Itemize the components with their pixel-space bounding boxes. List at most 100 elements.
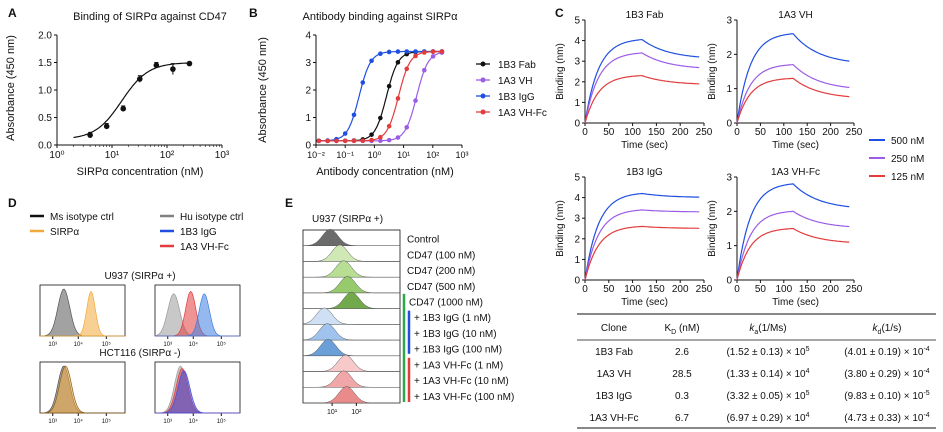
- panel-b-point: [378, 51, 383, 56]
- panel-c-ytick-label: 4: [574, 36, 580, 47]
- panel-b-point: [325, 138, 330, 144]
- panel-b-point: [404, 125, 410, 130]
- panel-a-xtick-label: 10²: [160, 150, 175, 161]
- panel-c-sensorgram: [584, 225, 700, 281]
- panel-c-legend: 500 nM 250 nM 125 nM: [869, 136, 924, 183]
- panel-b-curve: [318, 52, 442, 142]
- panel-e-row-label: + 1B3 IgG (10 nM): [414, 329, 497, 340]
- table-cell-clone: 1A3 VH-Fc: [590, 413, 639, 424]
- panel-c-xtick-label: 250: [846, 127, 863, 138]
- panel-c-xtick-label: 0: [582, 127, 588, 138]
- table-header-cell: KD (nM): [664, 323, 699, 336]
- panel-b-ytick-label: 0: [305, 141, 311, 152]
- panel-e-title: U937 (SIRPα +): [312, 214, 383, 225]
- panel-b-ytick-label: 4: [305, 31, 311, 42]
- panel-c-sensorgram: [736, 210, 850, 281]
- panel-e-histogram: [302, 244, 401, 262]
- table-cell-kd-rate: (3.80 ± 0.29) × 10-4: [844, 368, 929, 380]
- panel-b-point: [378, 138, 383, 144]
- panel-e-histogram: [302, 370, 401, 388]
- panel-d-histogram: [155, 370, 240, 414]
- table-cell-clone: 1B3 IgG: [596, 391, 633, 402]
- panel-d-xtick-label: 10⁴: [74, 418, 84, 425]
- panel-c-sensorgram: [584, 52, 700, 124]
- panel-b-point: [342, 131, 348, 136]
- panel-e-histogram: [302, 323, 401, 341]
- panel-a-fit-curve: [73, 62, 189, 139]
- panel-b-point: [395, 96, 401, 101]
- panel-b-point: [404, 49, 410, 54]
- panel-b-curve: [318, 50, 442, 142]
- table-cell-exponent: 5: [806, 390, 810, 397]
- panel-c-xtick-label: 150: [648, 284, 665, 295]
- panel-d-xtick-label: 10⁴: [189, 341, 199, 348]
- table-cell-kd: 6.7: [675, 413, 689, 424]
- panel-label-a: A: [8, 6, 17, 20]
- panel-a-chart: Binding of SIRPα against CD47 SIRPα conc…: [5, 11, 230, 178]
- panel-e-row-label: + 1B3 IgG (1 nM): [414, 313, 491, 324]
- panel-b-xtick-label: 10²: [426, 150, 439, 160]
- table-cell-kd-rate: (4.01 ± 0.19) × 10-4: [844, 346, 929, 358]
- panel-c-ytick-label: 1: [574, 98, 580, 109]
- panel-d-legend-label: Ms isotype ctrl: [50, 212, 114, 223]
- panel-b-xtick-label: 10¹: [397, 150, 410, 160]
- panel-e-histogram: [302, 276, 401, 294]
- panel-c-xlabel: Time (sec): [772, 140, 819, 151]
- panel-a-title: Binding of SIRPα against CD47: [73, 11, 227, 23]
- panel-c-subplot-title: 1B3 Fab: [626, 10, 664, 21]
- table-header-subscript: D: [671, 329, 676, 336]
- table-cell-ka-rate: (6.97 ± 0.29) × 104: [726, 412, 809, 424]
- table-cell-kd: 0.3: [675, 391, 689, 402]
- panel-c-xtick-label: 0: [734, 127, 740, 138]
- table-header-symbol: K: [664, 323, 671, 334]
- panel-d-xtick-label: 10³: [48, 419, 57, 425]
- table-cell-mantissa: (1.33 ± 0.14) × 10: [726, 369, 806, 380]
- panel-d-xtick-label: 10⁴: [189, 418, 199, 425]
- table-cell-mantissa: (6.97 ± 0.29) × 10: [726, 413, 806, 424]
- panel-b-point: [369, 137, 374, 143]
- panel-a-point: [87, 132, 93, 138]
- panel-a-ytick-label: 1.0: [38, 86, 52, 97]
- panel-c-sensorgram: [736, 227, 850, 281]
- table-cell-ka-rate: (1.52 ± 0.13) × 105: [726, 346, 809, 358]
- panel-c-xtick-label: 250: [696, 284, 713, 295]
- panel-b-title: Antibody binding against SIRPα: [303, 11, 459, 23]
- panel-b-legend-marker: [480, 77, 486, 83]
- panel-a-ytick-label: 0.0: [38, 141, 52, 152]
- table-cell-exponent: -4: [923, 346, 929, 353]
- panel-c-xtick-label: 50: [603, 284, 615, 295]
- panel-d-xtick-label: 10⁴: [74, 341, 84, 348]
- table-header-symbol: k: [873, 323, 879, 334]
- table-header-cell: ka(1/Ms): [749, 323, 786, 336]
- panel-a-point: [120, 105, 127, 112]
- panel-b-legend-label: 1A3 VH: [498, 76, 532, 87]
- panel-b-point: [404, 66, 410, 72]
- panel-c-xtick-label: 50: [755, 127, 767, 138]
- panel-c-ytick-label: 0: [726, 119, 732, 130]
- panel-c-xtick-label: 100: [775, 127, 792, 138]
- panel-a-ylabel: Absorbance (450 nm): [5, 35, 17, 141]
- panel-d-histogram: [40, 290, 125, 337]
- panel-e-xtick-label: 10¹: [327, 409, 338, 416]
- panel-d-xtick-label: 10⁵: [102, 341, 112, 348]
- panel-b-legend-marker: [480, 109, 486, 115]
- panel-d-cell-bottom: HCT116 (SIRPα -): [99, 348, 180, 359]
- panel-c-xtick-label: 250: [846, 284, 863, 295]
- panel-b-point: [413, 53, 418, 59]
- panel-c-ytick-label: 2: [574, 234, 580, 245]
- panel-d-cell-top: U937 (SIRPα +): [104, 271, 175, 282]
- panel-c-xlabel: Time (sec): [621, 297, 668, 308]
- panel-e-row-label: + 1A3 VH-Fc (100 nM): [414, 392, 514, 403]
- panel-c-subplot-title: 1B3 IgG: [626, 167, 663, 178]
- panel-d-histogram-frame: [154, 361, 241, 414]
- table-cell-exponent: 4: [806, 412, 810, 419]
- panel-b-point: [378, 134, 383, 140]
- panel-a-ytick-label: 1.5: [38, 58, 52, 69]
- panel-c-xtick-label: 50: [755, 284, 767, 295]
- panel-b-point: [430, 54, 436, 59]
- panel-c-ytick-label: 3: [726, 16, 732, 27]
- panel-d-xtick-label: 10³: [48, 342, 57, 348]
- panel-b-point: [395, 135, 401, 140]
- panel-b-point: [360, 138, 366, 143]
- table-header-unit: (nM): [676, 323, 699, 334]
